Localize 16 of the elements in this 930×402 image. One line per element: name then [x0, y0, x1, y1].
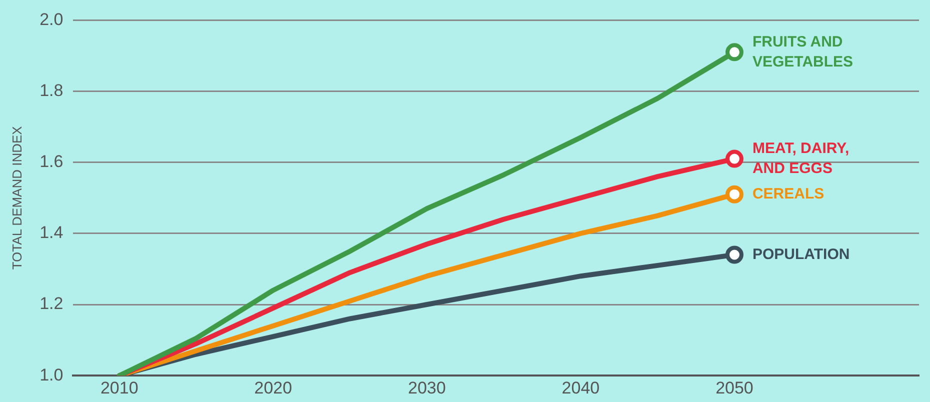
y-tick-label: 1.8 [40, 80, 64, 100]
x-tick-label: 2050 [716, 378, 754, 398]
y-tick-label: 1.4 [40, 223, 64, 242]
x-tick-label: 2040 [562, 378, 600, 398]
y-tick-label: 1.2 [40, 294, 64, 314]
x-tick-label: 2020 [254, 378, 292, 398]
x-tick-label: 2030 [408, 378, 446, 398]
series-label: CEREALS [752, 185, 824, 202]
y-axis-title: TOTAL DEMAND INDEX [9, 126, 24, 270]
y-tick-label: 2.0 [40, 10, 64, 29]
series-label: MEAT, DAIRY, AND EGGS [752, 140, 850, 177]
x-tick-label: 2010 [100, 378, 138, 398]
y-tick-label: 1.6 [40, 152, 64, 172]
series-label: FRUITS AND VEGETABLES [752, 33, 854, 70]
series-label: POPULATION [752, 246, 850, 263]
y-tick-label: 1.0 [40, 365, 64, 384]
